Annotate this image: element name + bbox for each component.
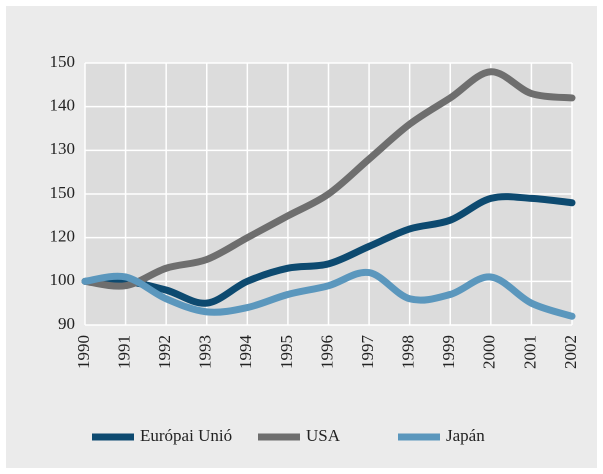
line-series (81, 68, 576, 290)
x-tick-label: 1994 (236, 335, 255, 370)
y-tick-label: 150 (50, 52, 76, 71)
y-tick-label: 100 (50, 270, 76, 289)
x-tick-label: 1996 (317, 335, 336, 369)
x-tick-label: 2002 (561, 335, 580, 369)
y-tick-label: 140 (50, 96, 76, 115)
y-tick-label: 90 (58, 314, 75, 333)
x-tick-label: 1997 (358, 335, 377, 370)
x-tick-label: 1999 (439, 335, 458, 369)
y-tick-label: 120 (50, 227, 76, 246)
x-tick-label: 1992 (155, 335, 174, 369)
x-tick-label: 1990 (74, 335, 93, 369)
line-series (81, 193, 576, 307)
x-tick-label: 2000 (480, 335, 499, 369)
line-series (81, 268, 576, 320)
x-tick-label: 2001 (520, 335, 539, 369)
x-tick-label: 1995 (277, 335, 296, 369)
y-tick-label: 150 (50, 183, 76, 202)
legend-label: Európai Unió (140, 426, 232, 445)
y-tick-label: 130 (50, 139, 76, 158)
x-tick-label: 1993 (196, 335, 215, 369)
legend-label: Japán (446, 426, 485, 445)
x-tick-label: 1991 (114, 335, 133, 369)
x-tick-label: 1998 (399, 335, 418, 369)
legend-label: USA (306, 426, 341, 445)
